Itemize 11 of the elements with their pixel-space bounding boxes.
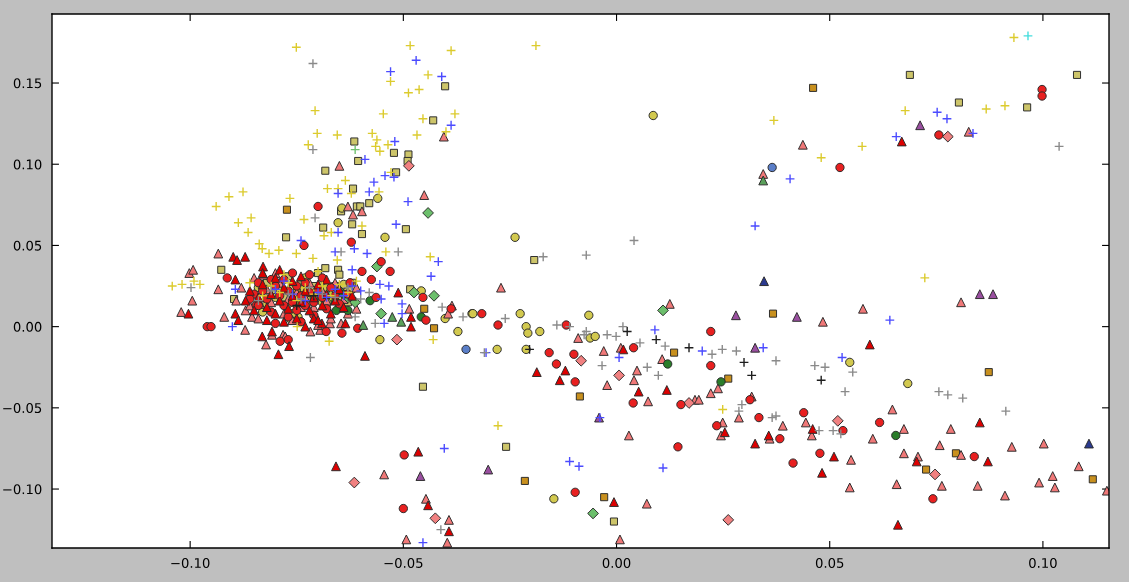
x-tick-label: 0.10 (1029, 557, 1057, 568)
y-tick-label: −0.10 (3, 484, 42, 495)
y-tick-label: 0.00 (13, 321, 42, 332)
x-tick-label: −0.10 (171, 557, 210, 568)
x-tick-label: 0.00 (602, 557, 631, 568)
y-tick-label: 0.10 (13, 159, 42, 170)
y-tick-label: −0.05 (3, 403, 42, 414)
y-tick-label: 0.15 (13, 78, 42, 89)
x-tick-label: 0.05 (815, 557, 844, 568)
y-tick-label: 0.05 (13, 240, 42, 251)
x-tick-label: −0.05 (384, 557, 423, 568)
